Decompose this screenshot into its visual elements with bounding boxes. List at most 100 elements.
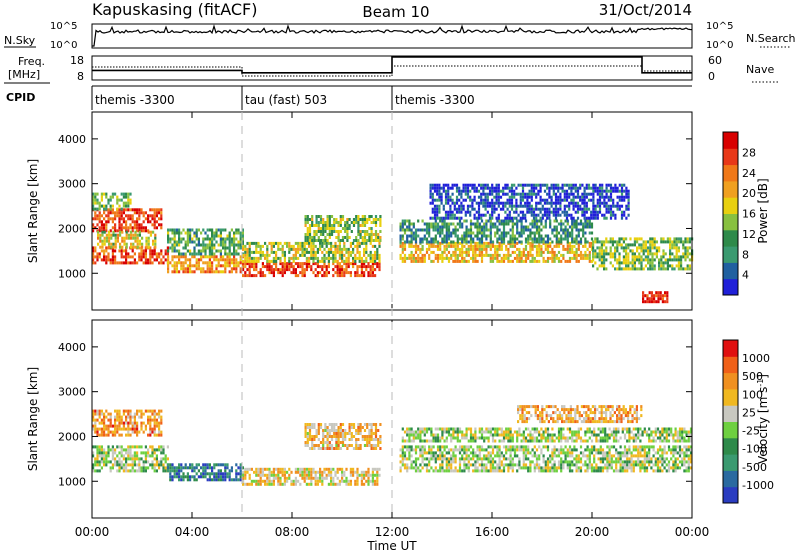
velocity-cell <box>322 447 325 450</box>
power-cell <box>440 216 443 220</box>
velocity-cell <box>114 433 117 437</box>
power-cell <box>625 192 628 196</box>
velocity-cell <box>458 469 462 473</box>
velocity-cell <box>211 469 214 473</box>
power-cell <box>224 264 227 268</box>
power-cell <box>486 210 489 214</box>
power-cell <box>511 244 514 248</box>
power-cell <box>330 250 333 254</box>
power-cell <box>469 244 473 248</box>
power-cell <box>633 264 636 268</box>
velocity-cell <box>324 435 327 438</box>
velocity-cell <box>367 467 370 471</box>
power-cell <box>414 256 418 260</box>
power-cell <box>371 256 374 260</box>
velocity-cell <box>328 447 331 450</box>
velocity-cell <box>158 460 161 464</box>
power-cell <box>575 234 578 238</box>
power-cell <box>463 240 466 244</box>
power-cell <box>246 256 249 260</box>
velocity-cell <box>476 457 479 461</box>
power-cell <box>625 261 628 265</box>
power-cell <box>524 259 528 263</box>
velocity-cell <box>153 463 156 467</box>
power-cell <box>661 297 664 301</box>
velocity-cell <box>111 457 114 461</box>
velocity-cell <box>304 435 307 438</box>
power-cell <box>92 226 95 230</box>
power-cell <box>462 186 465 190</box>
power-cell <box>461 225 464 229</box>
power-cell <box>222 243 225 247</box>
velocity-cell <box>158 421 161 425</box>
power-cell <box>433 186 437 190</box>
power-cell <box>614 246 617 250</box>
velocity-cell <box>116 412 119 416</box>
power-cell <box>140 249 143 253</box>
power-cell <box>524 228 528 232</box>
power-cell <box>324 230 327 233</box>
power-cell <box>651 255 654 259</box>
power-cell <box>573 237 576 241</box>
power-cell <box>363 230 367 233</box>
power-cell <box>452 253 455 257</box>
velocity-cell <box>147 460 150 464</box>
power-cell <box>469 228 473 232</box>
velocity-cell <box>264 482 267 486</box>
power-cell <box>428 225 431 229</box>
velocity-cell <box>372 432 375 435</box>
power-cell <box>618 264 621 268</box>
power-cell <box>379 218 382 221</box>
power-cell <box>368 218 371 221</box>
power-cell <box>531 240 534 244</box>
velocity-cell <box>368 423 371 426</box>
power-cell <box>235 267 238 271</box>
velocity-cell <box>118 469 121 473</box>
velocity-cell <box>330 476 333 480</box>
power-cell <box>669 249 672 253</box>
velocity-cell <box>502 466 506 470</box>
power-cell <box>312 244 315 248</box>
power-cell <box>182 270 185 274</box>
velocity-cell <box>217 475 220 479</box>
power-cell <box>638 237 641 241</box>
power-cell <box>533 219 536 223</box>
power-cell <box>428 244 431 248</box>
power-cell <box>321 244 324 248</box>
power-cell <box>441 256 444 260</box>
velocity-cell <box>319 447 323 450</box>
power-cell <box>341 250 344 254</box>
power-cell <box>349 274 352 278</box>
power-cell <box>647 267 650 271</box>
power-cell <box>403 219 407 223</box>
velocity-cell <box>202 463 205 467</box>
power-cell <box>486 204 489 208</box>
velocity-cell <box>116 418 119 422</box>
power-cell <box>151 252 154 256</box>
velocity-cell <box>151 451 154 455</box>
power-cell <box>565 213 569 217</box>
power-cell <box>436 204 439 208</box>
velocity-cell <box>341 438 345 441</box>
power-cell <box>560 234 563 238</box>
power-cell <box>354 244 357 248</box>
velocity-cell <box>403 466 407 470</box>
power-cell <box>439 234 442 238</box>
power-cell <box>494 244 497 248</box>
power-cell <box>94 195 97 199</box>
velocity-cell <box>120 418 123 422</box>
power-cell <box>314 268 317 272</box>
velocity-cell <box>98 451 101 455</box>
velocity-cell <box>328 435 331 438</box>
power-cell <box>119 242 122 246</box>
power-cell <box>92 255 95 259</box>
velocity-cell <box>279 479 282 483</box>
power-cell <box>521 213 525 217</box>
power-cell <box>571 234 574 238</box>
power-cell <box>322 224 325 227</box>
power-cell <box>496 237 499 241</box>
velocity-cell <box>491 466 495 470</box>
velocity-cell <box>461 445 464 449</box>
power-cell <box>577 247 580 251</box>
power-cell <box>616 243 619 247</box>
